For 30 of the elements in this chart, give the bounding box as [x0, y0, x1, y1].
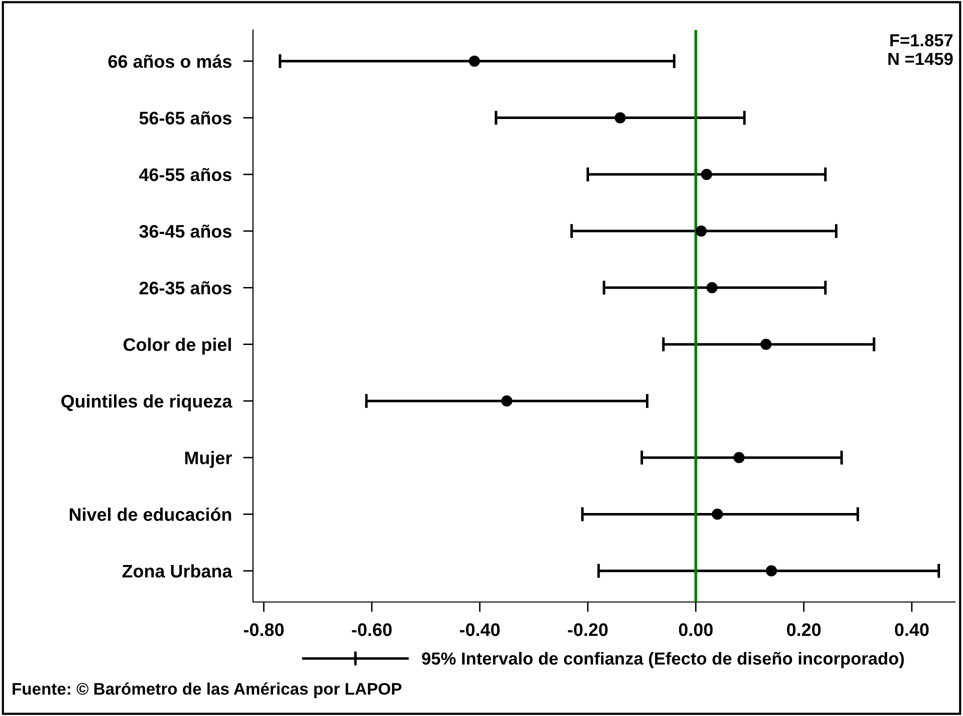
- point: [706, 282, 718, 294]
- x-tick-label: -0.80: [244, 623, 284, 636]
- y-tick-label: 56-65 años: [139, 111, 232, 124]
- point: [712, 508, 723, 520]
- point: [766, 565, 777, 576]
- y-tick-label: 36-45 años: [139, 224, 232, 238]
- x-tick-label: 0.40: [894, 623, 929, 636]
- text: 95% Intervalo de confianza (Efecto de diseño incorporado): [422, 652, 904, 668]
- source-note: Fuente: © Barómetro de las Américas por LAPOP: [12, 682, 402, 698]
- point: [701, 168, 712, 180]
- x-tick-label: -0.20: [568, 623, 608, 636]
- point: [760, 338, 772, 350]
- point: [733, 452, 745, 464]
- point: [696, 225, 707, 237]
- x-tick-label: -0.60: [352, 623, 392, 636]
- y-tick-label: Quintiles de riqueza: [61, 394, 232, 412]
- y-tick-label: 26-35 años: [139, 281, 232, 294]
- point: [468, 56, 480, 67]
- point: [501, 395, 512, 407]
- x-tick-label: 0.00: [678, 623, 713, 636]
- y-tick-label: Mujer: [185, 451, 232, 468]
- x-tick-label: 0.20: [786, 623, 821, 636]
- x-tick-label: -0.40: [460, 623, 500, 636]
- annotation: F=1.857 N =1459: [888, 34, 953, 66]
- y-tick-label: Nivel de educación: [70, 508, 232, 521]
- y-tick-label: Color de piel: [124, 338, 231, 355]
- y-tick-label: 46-55 años: [139, 168, 232, 182]
- y-tick-label: 66 años o más: [108, 54, 232, 68]
- y-tick-label: Zona Urbana: [122, 564, 232, 578]
- point: [614, 112, 626, 124]
